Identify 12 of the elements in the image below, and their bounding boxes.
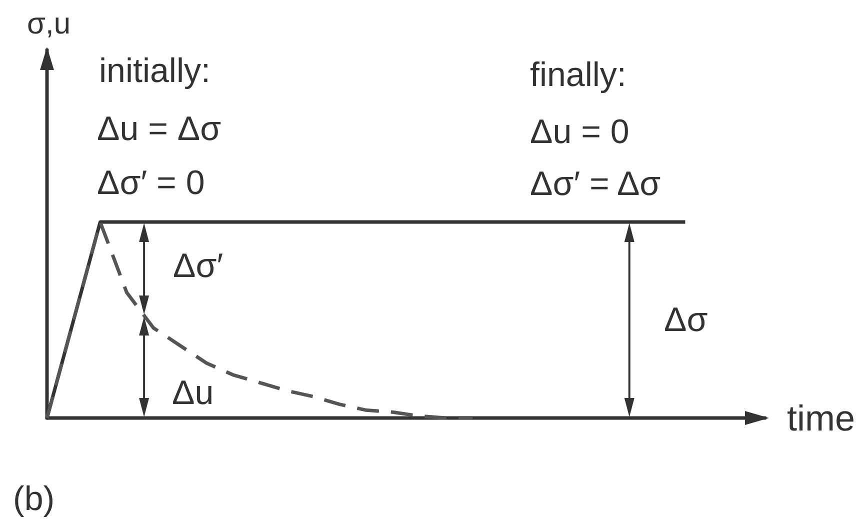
text: initially:: [99, 52, 210, 90]
text: (b): [13, 480, 55, 518]
text: finally:: [530, 56, 626, 94]
annotation: Δσ′: [173, 247, 224, 285]
x-axis-title: time: [787, 398, 856, 438]
text: σ,u: [27, 8, 71, 40]
annotation: Δσ: [664, 301, 708, 339]
text: Δσ′ = Δσ: [530, 165, 661, 203]
text: Δσ′ = 0: [97, 164, 205, 202]
text: Δu = 0: [530, 113, 630, 151]
text: Δu = Δσ: [97, 110, 222, 148]
annotation: Δu: [172, 374, 214, 412]
